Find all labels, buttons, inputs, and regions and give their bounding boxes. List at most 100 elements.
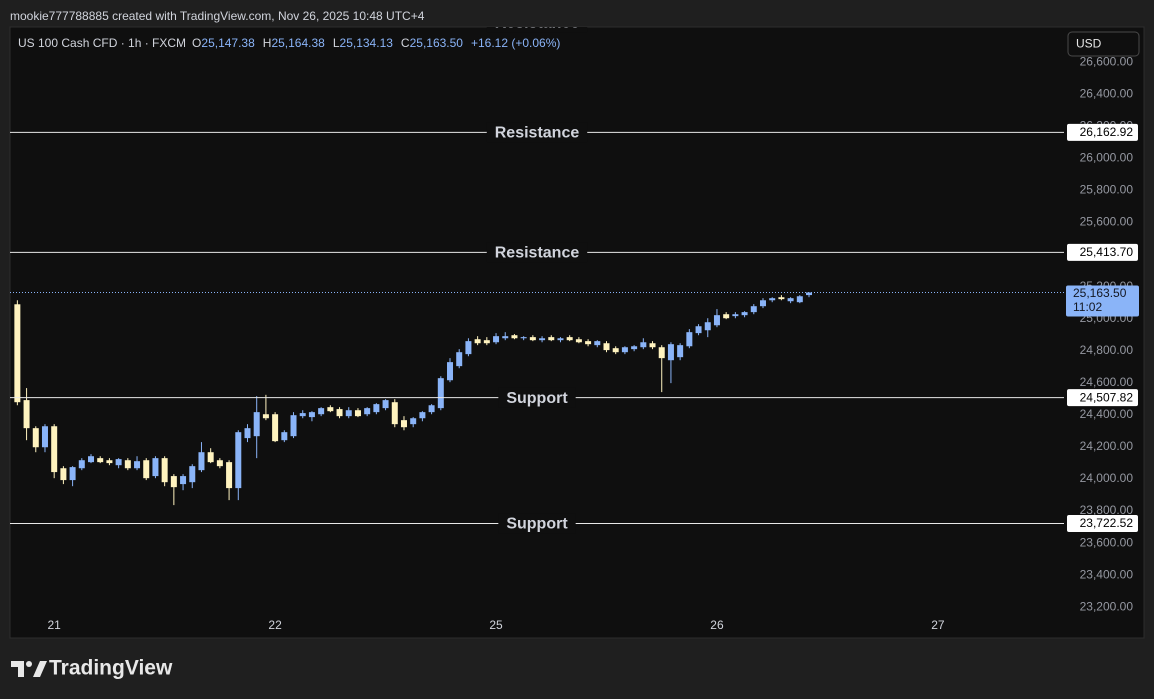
legend-key: H [263, 36, 272, 50]
candle-body [198, 452, 205, 471]
legend-value: 25,134.13 [340, 36, 394, 50]
candle-body [345, 410, 352, 417]
level-price-label: 26,162.92 [1080, 125, 1134, 139]
candle-body [143, 460, 150, 479]
price-axis: 23,200.00 23,400.00 23,600.00 23,800.00 24,0… [1066, 54, 1139, 613]
candle-body [78, 460, 85, 469]
candle-body [483, 340, 490, 344]
y-tick-label: 26,000.00 [1080, 151, 1134, 165]
level-name: Resistance [495, 245, 580, 262]
candle-body [695, 326, 702, 334]
candle-body [806, 292, 813, 296]
candle-body [428, 405, 435, 413]
last-price-label: 25,163.50 [1073, 286, 1127, 300]
legend-value: 25,147.38 [201, 36, 255, 50]
time-axis: 21 22 25 26 27 [48, 618, 945, 632]
brand-logo [11, 661, 47, 677]
candle-body [336, 409, 343, 417]
currency-label[interactable]: USD [1076, 37, 1102, 51]
candle-body [327, 407, 334, 412]
level-price-box [1067, 243, 1138, 261]
plot-area: Resistance Resistance Resistance Support Sup… [10, 14, 1064, 534]
level-name: Resistance [495, 14, 580, 31]
y-tick-label: 23,600.00 [1080, 535, 1134, 549]
candle-body [391, 402, 398, 425]
candle-body [180, 476, 187, 485]
candle-body [520, 337, 527, 339]
candle-body [677, 345, 684, 358]
candle-body [585, 341, 592, 345]
candle-body [502, 336, 509, 339]
level-price-box [1067, 514, 1138, 532]
y-tick-label: 23,200.00 [1080, 599, 1134, 613]
currency-button[interactable] [1067, 31, 1140, 57]
candle-body [612, 348, 619, 353]
level-price-label: 24,507.82 [1080, 390, 1134, 404]
candle-body [658, 347, 665, 359]
candle-body [41, 426, 48, 448]
candle-body [474, 339, 481, 344]
candle-body [318, 408, 325, 415]
candle-body [124, 460, 131, 469]
candle-body [134, 461, 141, 469]
candle-body [603, 343, 610, 351]
candle-body [299, 413, 306, 417]
candle-body [152, 458, 159, 477]
candle-body [382, 400, 389, 409]
x-tick-label: 21 [48, 618, 62, 632]
candle-body [308, 412, 315, 418]
candle-body [529, 337, 536, 341]
candle-body [262, 414, 269, 419]
candle-body [796, 296, 803, 303]
candle-body [575, 339, 582, 343]
x-tick-label: 25 [489, 618, 503, 632]
candle-body [97, 458, 104, 463]
candle-body [106, 460, 113, 464]
candle-body [14, 304, 21, 403]
y-tick-label: 24,400.00 [1080, 407, 1134, 421]
level-name: Resistance [495, 125, 580, 142]
candle-body [667, 344, 674, 361]
level-price-box [1067, 123, 1138, 141]
y-tick-label: 24,000.00 [1080, 471, 1134, 485]
candle-body [769, 298, 776, 301]
candle-body [686, 332, 693, 347]
candle-body [272, 414, 279, 442]
candle-body [364, 408, 371, 415]
legend-key: L [333, 36, 340, 50]
candle-body [640, 342, 647, 348]
legend-change: +16.12 (+0.06%) [471, 36, 560, 50]
candle-body [750, 306, 757, 313]
level-price-label: 23,722.52 [1080, 516, 1134, 530]
level-price-box [1067, 389, 1138, 407]
candle-body [437, 378, 444, 409]
candle-body [235, 432, 242, 489]
countdown-label: 11:02 [1073, 300, 1102, 314]
legend-value: 25,164.38 [271, 36, 325, 50]
y-tick-label: 24,200.00 [1080, 439, 1134, 453]
y-tick-label: 25,600.00 [1080, 215, 1134, 229]
logo-dot [26, 661, 32, 667]
candle-body [704, 322, 711, 331]
y-tick-label: 26,600.00 [1080, 54, 1134, 68]
candle-body [189, 466, 196, 483]
candle-body [787, 298, 794, 302]
level-label-bg [486, 242, 588, 263]
y-tick-label: 24,800.00 [1080, 343, 1134, 357]
candle-body [88, 456, 95, 463]
candle-body [253, 412, 260, 437]
x-tick-label: 22 [268, 618, 282, 632]
candle-body [281, 432, 288, 441]
candle-body [373, 404, 380, 413]
y-tick-label: 24,600.00 [1080, 375, 1134, 389]
candle-body [290, 415, 297, 437]
candle-body [216, 460, 223, 467]
candle-body [207, 452, 214, 463]
candle-body [594, 341, 601, 346]
last-price-box [1066, 285, 1139, 317]
candle-body [621, 347, 628, 353]
logo-mark [11, 661, 24, 677]
candle-body [649, 343, 656, 348]
candle-body [493, 336, 500, 343]
